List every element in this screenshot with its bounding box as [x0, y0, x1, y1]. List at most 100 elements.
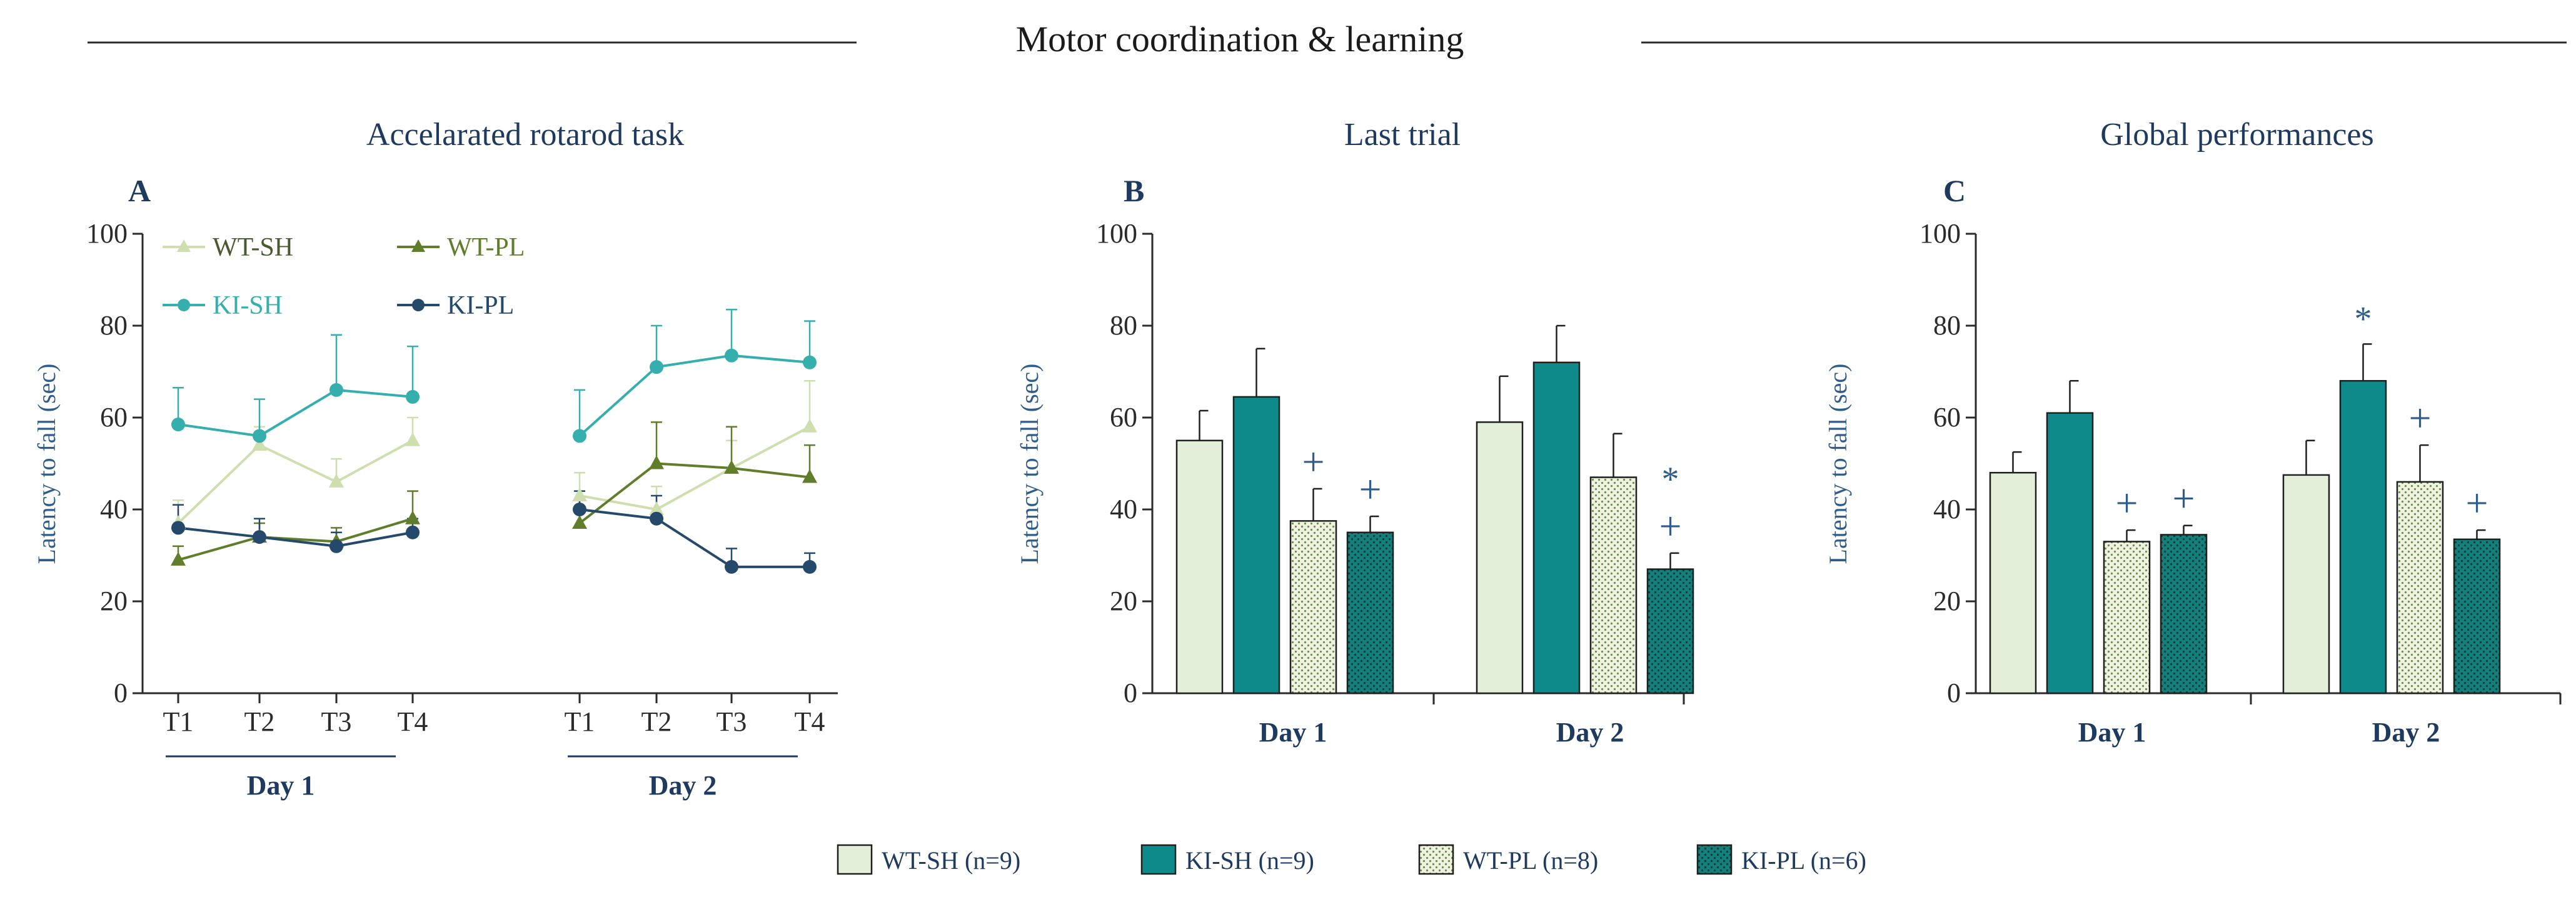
figure-title: Motor coordination & learning [1016, 19, 1464, 59]
panel-a-xtick-label: T1 [163, 706, 194, 737]
panel-a-ytick-label: 100 [86, 218, 128, 249]
panel-a-point-ki_pl [171, 521, 185, 535]
panel-b-ytick-label: 60 [1110, 402, 1137, 433]
panel-a-point-ki_sh [406, 389, 420, 404]
panel-b-ylabel: Latency to fall (sec) [1015, 364, 1044, 564]
panel-a-point-wt_pl [171, 551, 186, 566]
panel-b-bar-ki_sh [1232, 396, 1280, 694]
panel-a-point-ki_sh [330, 383, 343, 397]
panel-b-letter: B [1124, 173, 1144, 208]
panel-b-ytick-label: 40 [1110, 494, 1137, 524]
legend-label-ki_pl: KI-PL (n=6) [1741, 846, 1866, 874]
panel-a-line-ki_pl-day1 [178, 526, 413, 548]
panel-a-point-ki_sh [725, 348, 738, 363]
panel-c-bar-wt_pl [2396, 481, 2444, 694]
legend-swatch-ki_sh [1140, 844, 1177, 875]
panel-a-line-wt_sh-day2 [579, 425, 810, 511]
panel-a-point-ki_sh [253, 429, 266, 443]
panel-b-bar-ki_pl [1346, 531, 1394, 694]
panel-c-bar-wt_sh [1989, 471, 2037, 694]
panel-a-xtick-label: T3 [321, 706, 352, 737]
panel-b-bar-wt_sh [1476, 421, 1524, 694]
panel-c-bar-ki_pl [2160, 534, 2208, 694]
panel-a-point-ki_pl [725, 559, 738, 574]
panel-b-ytick-label: 0 [1124, 678, 1137, 708]
panel-c-ytick-label: 40 [1933, 494, 1961, 524]
panel-a-point-wt_sh [405, 432, 420, 446]
panel-a-point-ki_pl [803, 559, 817, 574]
panel-c-annotation: * [2355, 299, 2372, 338]
panel-a-ytick-label: 20 [100, 586, 128, 616]
panel-c-letter: C [1943, 173, 1966, 208]
panel-a-line-ki_sh-day1 [178, 388, 413, 438]
panel-a-point-ki_sh [171, 418, 185, 432]
panel-a-point-wt_sh [329, 473, 344, 488]
panel-a-ytick-label: 80 [100, 310, 128, 341]
panel-a-point-wt_sh [572, 487, 587, 501]
legend-swatch-wt_sh [837, 844, 873, 875]
panel-c-annotation: + [2172, 476, 2195, 521]
panel-c-bar-ki_pl [2453, 538, 2501, 694]
panel-a-point-wt_sh [252, 437, 267, 451]
panel-b-bar-ki_sh [1532, 361, 1581, 694]
panel-a-ytick-label: 0 [114, 678, 128, 708]
panel-a-xtick-label: T3 [717, 706, 747, 737]
panel-a-ytick-label: 40 [100, 494, 128, 524]
panel-b-annotation: * [1662, 460, 1679, 499]
panel-c-annotation: + [2408, 396, 2431, 440]
panel-b-annotation: + [1659, 504, 1681, 548]
panel-c-bar-wt_pl [2103, 541, 2151, 694]
panel-c-bar-ki_sh [2339, 379, 2387, 694]
legend-label-wt_pl: WT-PL (n=8) [1463, 846, 1598, 874]
panel-c-title: Global performances [2100, 117, 2373, 153]
legend-swatch-wt_pl [1418, 844, 1454, 875]
panel-a-point-wt_pl [405, 510, 420, 524]
panel-a-point-ki_sh [573, 429, 586, 443]
panel-a-point-wt_pl [802, 469, 817, 483]
panel-a-point-ki_pl [330, 539, 343, 553]
panel-a-xtick-label: T1 [565, 706, 595, 737]
panel-c: Global performances C Latency to fall (s… [1824, 117, 2562, 748]
panel-a-legend-marker-wt_sh [177, 239, 191, 252]
panel-c-ytick-label: 0 [1947, 678, 1961, 708]
panel-b-bar-wt_pl [1289, 520, 1337, 694]
panel-b-title: Last trial [1344, 117, 1461, 153]
panel-a-point-wt_sh [649, 501, 664, 515]
panel-c-bar-ki_sh [2046, 412, 2094, 694]
panel-a-xtick-label: T2 [244, 706, 275, 737]
panel-c-ytick-label: 20 [1933, 586, 1961, 616]
panel-a-point-ki_pl [406, 525, 420, 539]
panel-a-point-ki_pl [650, 511, 663, 526]
panel-a-legend-label-wt_pl: WT-PL [447, 233, 525, 262]
panel-c-day1-label: Day 1 [2078, 717, 2146, 748]
panel-c-ytick-label: 60 [1933, 402, 1961, 433]
panel-a-day1-label: Day 1 [247, 770, 315, 801]
panel-a-legend-label-wt_sh: WT-SH [213, 233, 293, 262]
panel-a-xtick-label: T2 [641, 706, 672, 737]
panel-a: Accelarated rotarod task A Latency to fa… [33, 117, 838, 801]
panel-a-point-wt_sh [802, 418, 817, 433]
panel-b-bar-wt_sh [1175, 439, 1224, 694]
panel-a-point-ki_sh [650, 360, 663, 374]
legend-label-ki_sh: KI-SH (n=9) [1185, 846, 1314, 874]
legend-swatch-ki_pl [1696, 844, 1733, 875]
panel-c-ytick-label: 80 [1933, 310, 1961, 341]
panel-b-ytick-label: 20 [1110, 586, 1137, 616]
panel-c-annotation: + [2465, 481, 2488, 525]
panel-b-day1-label: Day 1 [1259, 717, 1327, 748]
panel-c-annotation: + [2115, 481, 2138, 525]
panel-a-point-ki_pl [573, 503, 586, 516]
panel-a-xtick-label: T4 [398, 706, 428, 737]
panel-b-bar-ki_pl [1646, 568, 1694, 694]
panel-a-point-ki_pl [253, 530, 266, 544]
panel-a-legend-marker-wt_pl [411, 239, 425, 252]
panel-b-annotation: + [1302, 439, 1324, 484]
panel-a-point-wt_pl [649, 455, 664, 469]
panel-a-ytick-label: 60 [100, 402, 128, 433]
panel-a-legend-marker-ki_pl [412, 299, 425, 311]
panel-b-day2-label: Day 2 [1556, 717, 1624, 748]
panel-b-ytick-label: 80 [1110, 310, 1137, 341]
panel-c-day2-label: Day 2 [2372, 717, 2440, 748]
panel-a-line-ki_pl-day2 [579, 508, 810, 568]
